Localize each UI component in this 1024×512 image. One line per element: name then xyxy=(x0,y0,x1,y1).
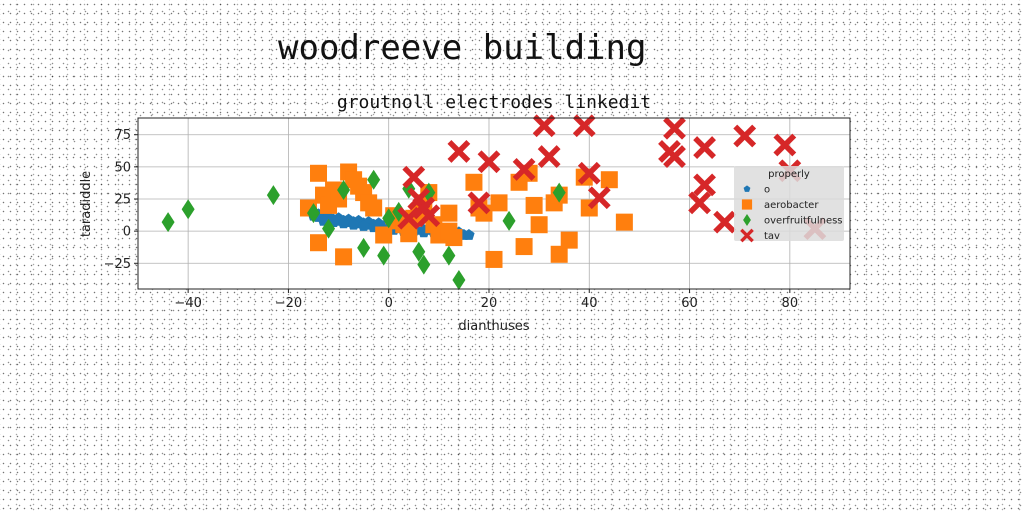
data-point-tav xyxy=(733,124,757,148)
x-axis-label: dianthuses xyxy=(458,319,529,334)
legend-label-aerobacter: aerobacter xyxy=(764,200,819,211)
data-point-aerobacter xyxy=(335,248,353,266)
data-point-overfruitfulness xyxy=(412,241,426,262)
data-point-overfruitfulness xyxy=(306,203,320,224)
data-point-tav xyxy=(407,187,431,211)
x-tick-label: 60 xyxy=(681,296,698,311)
series-overfruitfulness xyxy=(161,169,566,290)
y-tick-label: 75 xyxy=(114,128,131,143)
legend-marker-overfruitfulness xyxy=(743,214,751,226)
data-point-overfruitfulness xyxy=(322,218,336,239)
data-point-tav xyxy=(713,210,737,234)
data-point-tav xyxy=(532,114,556,138)
page-title: woodreeve building xyxy=(278,28,647,68)
plot-frame xyxy=(137,117,851,290)
data-point-tav xyxy=(512,158,536,181)
y-axis-label: taradiddle xyxy=(79,171,94,237)
chart-title: groutnoll electrodes linkedit xyxy=(337,92,651,113)
y-tick-label: 50 xyxy=(114,160,131,175)
data-point-overfruitfulness xyxy=(337,180,351,200)
data-point-tav xyxy=(773,133,797,157)
data-point-overfruitfulness xyxy=(357,237,371,258)
x-tick-label: 80 xyxy=(782,296,799,311)
data-point-aerobacter xyxy=(310,164,328,182)
x-tick-label: −20 xyxy=(275,296,302,311)
x-tick-label: 0 xyxy=(385,296,393,311)
data-point-tav xyxy=(663,145,686,168)
legend-label-tav: tav xyxy=(764,231,780,242)
legend-marker-aerobacter xyxy=(741,199,753,210)
data-point-tav xyxy=(693,173,716,197)
data-point-aerobacter xyxy=(560,231,578,249)
data-point-o xyxy=(337,217,350,229)
data-point-aerobacter xyxy=(530,216,548,234)
legend-marker-o xyxy=(743,185,751,192)
legend-box xyxy=(734,166,844,241)
x-tick-label: 40 xyxy=(581,296,598,311)
data-point-tav xyxy=(467,191,491,215)
data-point-aerobacter xyxy=(485,250,503,268)
data-point-tav xyxy=(397,206,421,230)
data-point-overfruitfulness xyxy=(502,210,516,231)
data-point-overfruitfulness xyxy=(382,208,396,229)
data-point-tav xyxy=(587,186,611,210)
data-point-aerobacter xyxy=(525,196,543,214)
y-tick-label: 25 xyxy=(114,193,131,208)
data-point-aerobacter xyxy=(600,171,618,189)
data-point-overfruitfulness xyxy=(417,254,431,275)
data-point-tav xyxy=(477,150,501,174)
data-point-tav xyxy=(688,191,711,215)
legend-label-o: o xyxy=(764,185,770,196)
data-point-aerobacter xyxy=(310,234,328,252)
x-tick-label: −40 xyxy=(174,296,201,311)
data-point-o xyxy=(357,220,370,231)
data-point-tav xyxy=(402,165,426,189)
data-point-overfruitfulness xyxy=(442,245,456,266)
legend: properly o aerobacter overfruitfulness tav xyxy=(734,166,844,243)
legend-title: properly xyxy=(768,169,810,180)
data-point-tav xyxy=(572,114,596,138)
data-point-aerobacter xyxy=(515,238,533,256)
legend-marker-tav xyxy=(740,228,754,243)
data-point-tav xyxy=(663,116,686,140)
data-point-aerobacter xyxy=(440,204,458,222)
data-point-aerobacter xyxy=(550,245,568,263)
data-point-overfruitfulness xyxy=(367,169,381,190)
data-point-aerobacter xyxy=(365,199,383,217)
data-point-overfruitfulness xyxy=(181,199,195,220)
legend-label-overfruitfulness: overfruitfulness xyxy=(764,216,843,227)
data-point-overfruitfulness xyxy=(452,270,466,290)
data-point-tav xyxy=(693,136,716,159)
chart-marks xyxy=(161,114,827,290)
data-point-aerobacter xyxy=(615,213,633,231)
data-point-overfruitfulness xyxy=(377,245,391,266)
data-point-overfruitfulness xyxy=(161,212,175,233)
data-point-overfruitfulness xyxy=(266,185,280,206)
data-point-overfruitfulness xyxy=(552,182,566,203)
data-point-o xyxy=(463,229,475,240)
data-point-aerobacter xyxy=(490,194,508,212)
data-point-tav xyxy=(537,145,561,168)
y-tick-label: 0 xyxy=(123,225,131,240)
data-point-aerobacter xyxy=(465,173,483,191)
data-point-aerobacter xyxy=(375,226,393,244)
y-tick-label: −25 xyxy=(104,257,131,272)
data-point-tav xyxy=(577,161,601,185)
data-point-o xyxy=(347,218,360,230)
data-point-aerobacter xyxy=(445,229,463,247)
data-point-aerobacter xyxy=(400,225,418,243)
data-point-tav xyxy=(417,204,441,228)
x-tick-label: 20 xyxy=(481,296,498,311)
data-point-tav xyxy=(447,140,471,163)
